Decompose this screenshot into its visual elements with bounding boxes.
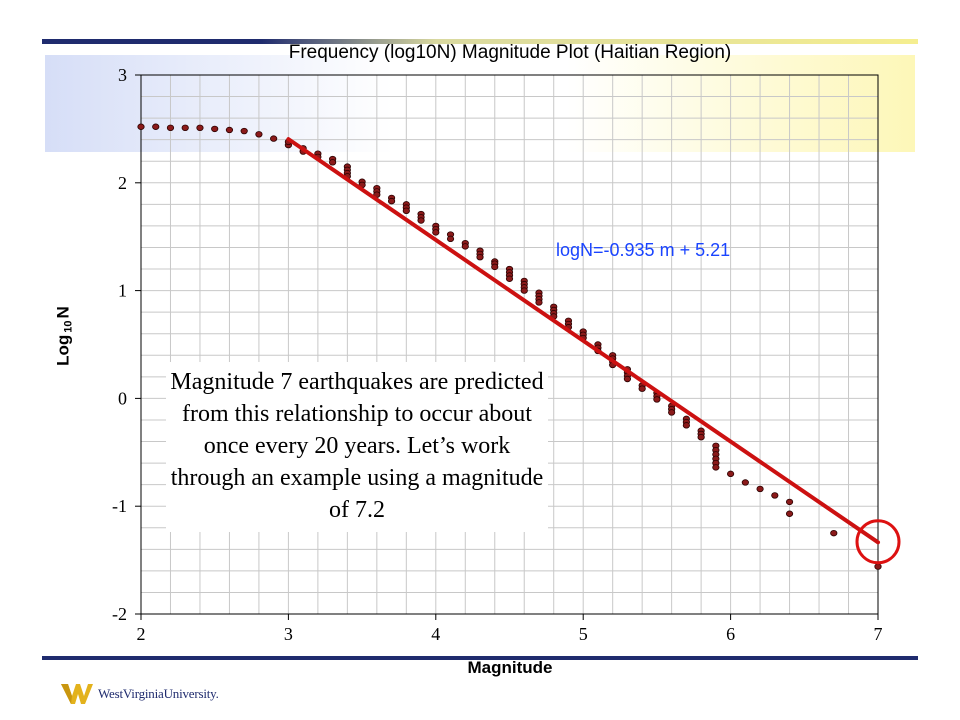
data-point — [712, 464, 720, 471]
plot-frame — [140, 74, 879, 615]
header-band — [45, 55, 915, 152]
data-point — [535, 299, 543, 306]
data-point — [771, 492, 779, 499]
data-point — [638, 385, 646, 392]
data-point — [225, 126, 234, 134]
data-point — [387, 197, 396, 205]
data-point — [196, 124, 204, 132]
y-tick-label: 0 — [118, 388, 127, 408]
bottom-rule — [42, 656, 918, 660]
y-axis-label-main: Log — [53, 334, 73, 366]
data-point — [329, 159, 337, 166]
data-point — [137, 123, 145, 130]
annotation-callout: Magnitude 7 earthquakes are predicted fr… — [166, 362, 548, 532]
x-tick-label: 6 — [726, 624, 735, 644]
data-point — [785, 510, 794, 517]
data-point — [417, 217, 425, 224]
fit-line — [286, 137, 880, 545]
highlight-circle — [855, 519, 901, 565]
axis-ticks: 2 3 4 5 6 7 -2 -1 0 1 2 3 — [112, 65, 883, 644]
university-logo: WestVirginiaUniversity. — [60, 678, 219, 710]
data-point — [697, 434, 705, 441]
data-point — [476, 253, 484, 261]
data-point — [682, 422, 690, 429]
y-axis-label-subscript: 10 — [62, 320, 75, 333]
data-point — [432, 229, 440, 236]
data-point — [152, 123, 160, 130]
chart-title: Frequency (log10N) Magnitude Plot (Haiti… — [288, 42, 732, 63]
data-point — [785, 498, 794, 506]
wv-flying-logo-icon — [61, 684, 93, 704]
top-rule — [42, 39, 918, 44]
data-point — [402, 207, 410, 215]
y-tick-label: -1 — [112, 496, 127, 516]
data-point — [830, 529, 838, 537]
x-tick-label: 3 — [284, 624, 293, 644]
x-tick-label: 5 — [579, 624, 588, 644]
data-point — [181, 124, 189, 132]
data-point — [756, 485, 764, 493]
y-tick-label: 3 — [118, 65, 127, 85]
data-point — [741, 479, 749, 486]
data-point — [461, 243, 469, 250]
data-point — [520, 287, 528, 294]
data-point — [653, 396, 661, 403]
university-logo-text: WestVirginiaUniversity. — [98, 686, 219, 701]
x-axis-label: Magnitude — [467, 658, 553, 677]
data-point — [446, 235, 455, 243]
y-tick-label: 2 — [118, 173, 127, 193]
data-point — [505, 275, 514, 282]
data-point — [240, 127, 248, 135]
fit-equation-label: logN=-0.935 m + 5.21 — [556, 240, 731, 260]
data-point — [668, 409, 676, 416]
grid-lines — [141, 75, 878, 614]
data-point — [491, 263, 499, 271]
data-point — [726, 470, 735, 478]
y-axis-label-tail: N — [53, 306, 73, 319]
x-tick-label: 7 — [874, 624, 883, 644]
y-tick-label: 1 — [118, 281, 127, 301]
data-point — [211, 125, 219, 133]
data-point — [270, 135, 278, 142]
x-tick-label: 2 — [137, 624, 146, 644]
data-point — [255, 131, 263, 138]
x-tick-label: 4 — [431, 624, 440, 644]
data-point — [874, 563, 882, 570]
data-point — [623, 375, 632, 383]
y-axis-label: Log10N — [54, 306, 75, 366]
y-tick-label: -2 — [112, 604, 127, 624]
data-point — [166, 124, 175, 132]
